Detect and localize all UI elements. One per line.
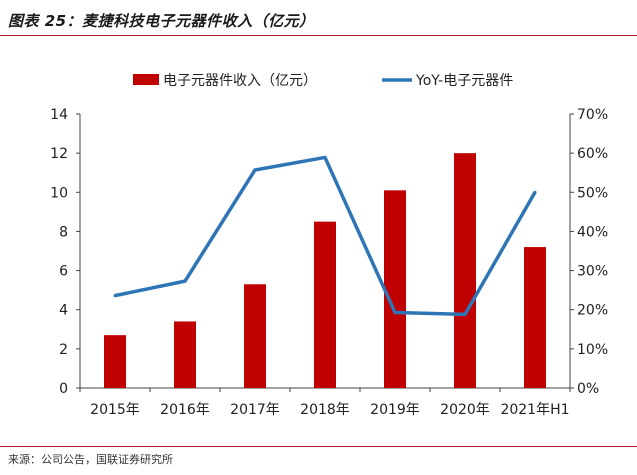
- bar-2020年: [454, 153, 476, 388]
- x-tick-label: 2020年: [440, 402, 490, 418]
- y-right-tick-label: 50%: [577, 185, 608, 201]
- x-tick-label: 2015年: [90, 402, 140, 418]
- yoy-point-2017年: [253, 168, 257, 172]
- bar-2017年: [244, 284, 266, 388]
- source-rule: [0, 446, 637, 447]
- y-right-tick-label: 40%: [577, 224, 608, 240]
- bars: [104, 153, 546, 388]
- yoy-point-2015年: [113, 294, 117, 298]
- y-right-tick-label: 30%: [577, 264, 608, 280]
- y-right-tick-label: 10%: [577, 342, 608, 358]
- y-left-tick-label: 0: [59, 381, 68, 397]
- y-right-tick-label: 60%: [577, 146, 608, 162]
- yoy-line-layer: [113, 155, 537, 317]
- chart: 电子元器件收入（亿元） YoY-电子元器件 0 2 4 6 8 10 12 14 0% 10% 20…: [50, 73, 608, 418]
- x-tick-label: 2017年: [230, 402, 280, 418]
- x-tick-label: 2016年: [160, 402, 210, 418]
- yoy-point-2020年: [463, 312, 467, 316]
- yoy-point-2018年: [323, 155, 327, 159]
- title-rule: [0, 35, 637, 36]
- yoy-point-2016年: [183, 279, 187, 283]
- legend-line-label: YoY-电子元器件: [415, 73, 513, 89]
- legend: 电子元器件收入（亿元） YoY-电子元器件: [133, 73, 513, 89]
- bar-2015年: [104, 335, 126, 388]
- x-tick-labels: 2015年 2016年 2017年 2018年 2019年 2020年 2021年H1: [90, 402, 569, 418]
- yoy-point-2019年: [393, 310, 397, 314]
- y-right-tick-label: 20%: [577, 303, 608, 319]
- legend-bar-label: 电子元器件收入（亿元）: [163, 73, 317, 89]
- legend-bar-swatch: [133, 74, 159, 85]
- y-left-tick-label: 6: [59, 264, 68, 280]
- figure-title: 图表 25：麦捷科技电子元器件收入（亿元）: [8, 12, 315, 30]
- y-right-tick-label: 70%: [577, 107, 608, 123]
- bar-2018年: [314, 221, 336, 388]
- y-left-tick-label: 10: [50, 185, 68, 201]
- x-tick-label: 2019年: [370, 402, 420, 418]
- y-left-tick-label: 4: [59, 303, 68, 319]
- yoy-point-2021年H1: [533, 190, 537, 194]
- source-note: 来源：公司公告，国联证券研究所: [8, 453, 173, 466]
- y-left-tick-label: 2: [59, 342, 68, 358]
- x-tick-label: 2018年: [300, 402, 350, 418]
- y-right-tick-label: 0%: [577, 381, 599, 397]
- bar-2019年: [384, 190, 406, 388]
- y-left-tick-label: 12: [50, 146, 68, 162]
- axes: 0 2 4 6 8 10 12 14 0% 10% 20% 30% 40% 50% 60% 70%: [50, 107, 608, 397]
- y-left-tick-label: 8: [59, 224, 68, 240]
- bar-2016年: [174, 321, 196, 388]
- x-tick-label: 2021年H1: [500, 402, 569, 418]
- y-left-tick-label: 14: [50, 107, 68, 123]
- bar-2021年H1: [524, 247, 546, 388]
